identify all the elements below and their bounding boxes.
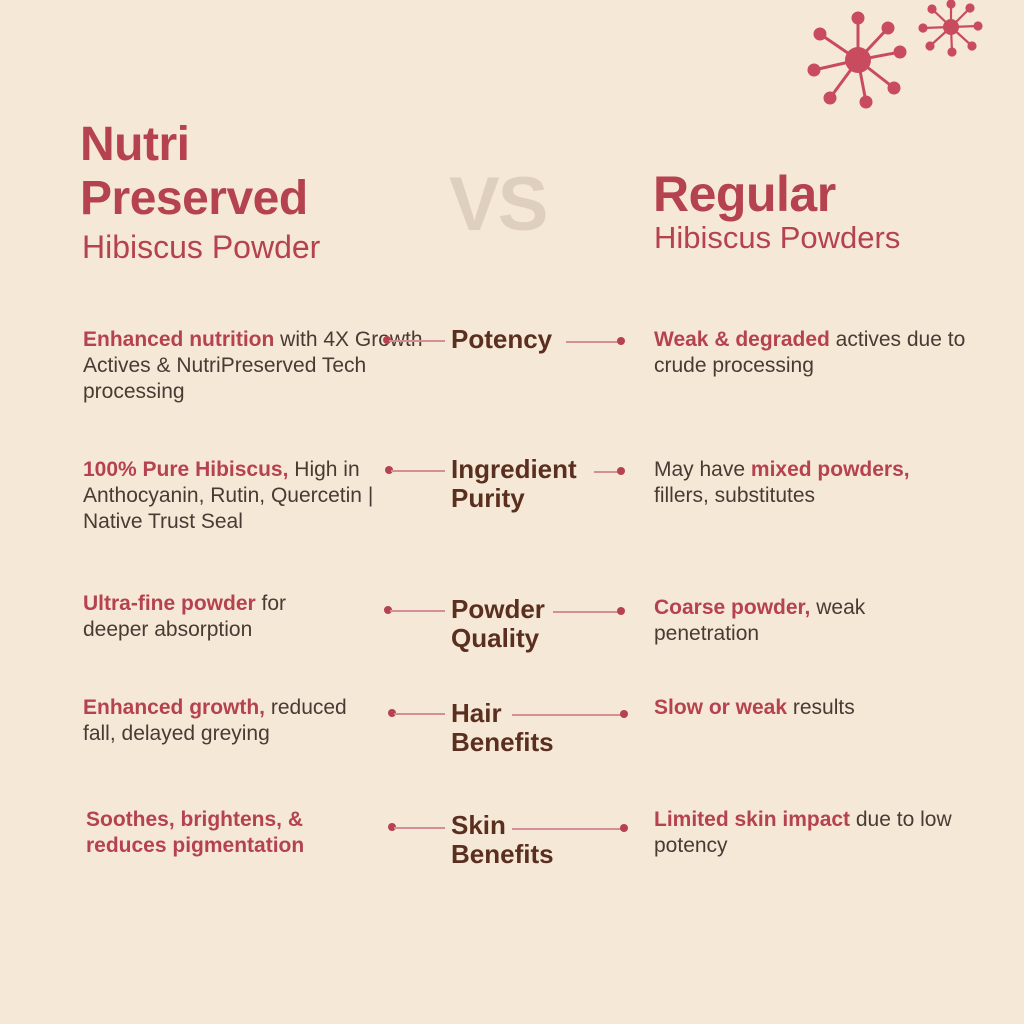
connector-line [390, 610, 445, 612]
connector-line [394, 827, 445, 829]
right-highlight: Weak & degraded [654, 328, 830, 351]
right-description: Weak & degraded actives due to crude pro… [654, 327, 974, 379]
right-highlight: Coarse powder, [654, 596, 811, 619]
connector-line [594, 471, 618, 473]
criteria-label-line2: Quality [451, 623, 540, 653]
brand-title: Nutri Preserved [80, 118, 308, 226]
right-rest: due to low potency [654, 808, 952, 857]
criteria-label-line2: Benefits [451, 839, 554, 869]
connector-dot [617, 337, 625, 345]
criteria-label-line2: Benefits [451, 727, 554, 757]
left-rest: High in Anthocyanin, Rutin, Quercetin | … [83, 458, 374, 533]
connector-dot [384, 606, 392, 614]
left-rest: with 4X Growth Actives & NutriPreserved … [83, 328, 423, 403]
right-highlight: Slow or weak [654, 696, 788, 719]
connector-dot [383, 336, 391, 344]
brand-title-line2: Preserved [80, 172, 308, 225]
left-rest: reduced fall, delayed greying [83, 696, 347, 745]
regular-subtitle: Hibiscus Powders [654, 220, 901, 255]
connector-dot [388, 823, 396, 831]
connector-dot [385, 466, 393, 474]
connector-line [512, 714, 621, 716]
right-rest: fillers, substitutes [654, 484, 816, 507]
connector-dot [620, 824, 628, 832]
connector-line [391, 470, 445, 472]
brand-subtitle: Hibiscus Powder [82, 229, 321, 265]
criteria-label: Ingredient Purity [451, 455, 577, 513]
right-highlight: mixed powders, [750, 458, 910, 481]
criteria-label-line1: Potency [451, 324, 553, 354]
vs-label: VS [449, 162, 548, 247]
connector-line [394, 713, 445, 715]
right-rest: weak penetration [654, 596, 866, 645]
right-pre: May have [654, 458, 751, 481]
left-description: Ultra-fine powder for deeper absorption [83, 591, 333, 643]
virus-molecule-icon [918, 0, 983, 57]
criteria-label-line1: Powder [451, 594, 545, 624]
right-description: Slow or weak results [654, 695, 974, 721]
criteria-label-line1: Skin [451, 810, 506, 840]
left-highlight: Enhanced nutrition [83, 328, 275, 351]
criteria-label-line2: Purity [451, 483, 525, 513]
left-description: Enhanced nutrition with 4X Growth Active… [83, 327, 433, 405]
left-description: Soothes, brightens, & reduces pigmentati… [86, 807, 346, 859]
connector-dot [620, 710, 628, 718]
left-highlight: Soothes, brightens, & reduces pigmentati… [86, 808, 305, 857]
right-rest: actives due to crude processing [654, 328, 966, 377]
connector-line [512, 828, 621, 830]
connector-line [389, 340, 445, 342]
regular-title: Regular [653, 166, 836, 222]
left-rest: for deeper absorption [83, 592, 287, 641]
right-description: Coarse powder, weak penetration [654, 595, 909, 647]
left-highlight: Enhanced growth, [83, 696, 266, 719]
right-description: Limited skin impact due to low potency [654, 807, 954, 859]
right-rest: results [787, 696, 855, 719]
brand-title-line1: Nutri [80, 118, 190, 171]
connector-line [553, 611, 618, 613]
left-description: Enhanced growth, reduced fall, delayed g… [83, 695, 383, 747]
left-description: 100% Pure Hibiscus, High in Anthocyanin,… [83, 457, 393, 535]
criteria-label: Potency [451, 325, 552, 354]
criteria-label: Skin Benefits [451, 811, 554, 869]
connector-line [566, 341, 618, 343]
criteria-label: Hair Benefits [451, 699, 554, 757]
connector-dot [617, 607, 625, 615]
left-highlight: 100% Pure Hibiscus, [83, 458, 289, 481]
connector-dot [617, 467, 625, 475]
criteria-label-line1: Hair [451, 698, 502, 728]
criteria-label: Powder Quality [451, 595, 545, 653]
virus-molecule-icon [807, 11, 907, 109]
criteria-label-line1: Ingredient [451, 454, 577, 484]
left-highlight: Ultra-fine powder [83, 592, 256, 615]
right-highlight: Limited skin impact [654, 808, 851, 831]
right-description: May have mixed powders, fillers, substit… [654, 457, 954, 509]
connector-dot [388, 709, 396, 717]
